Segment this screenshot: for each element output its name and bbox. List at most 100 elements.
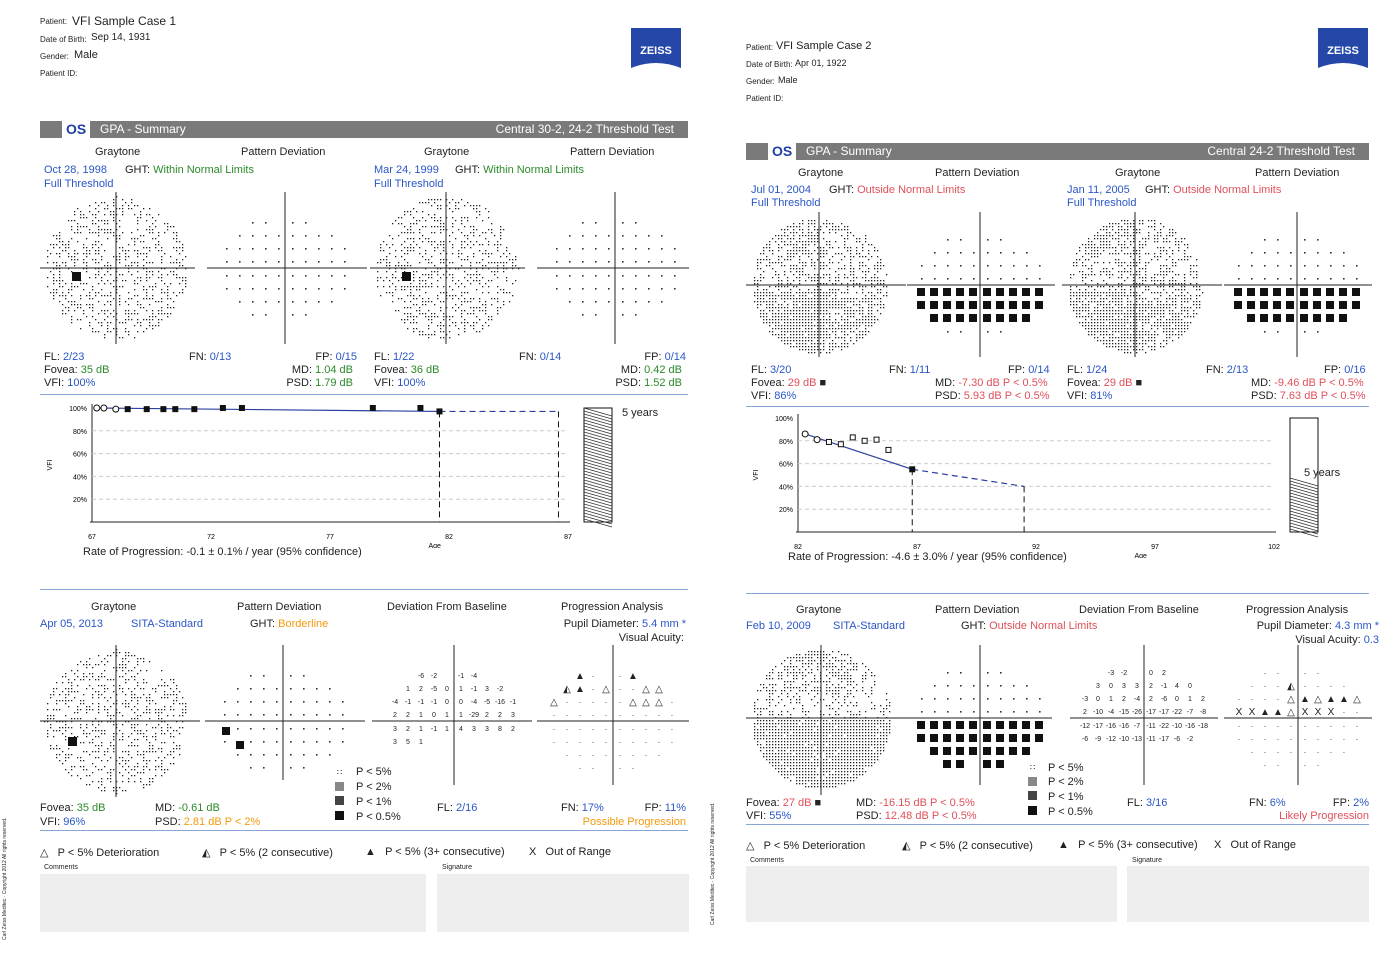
svg-text:·: · — [579, 725, 582, 734]
svg-text:△: △ — [642, 684, 650, 695]
ght: GHT: Borderline — [250, 618, 328, 630]
svg-text:·: · — [619, 764, 622, 773]
divider — [40, 589, 688, 590]
logo-text: ZEISS — [1327, 45, 1359, 57]
svg-text:·: · — [632, 685, 635, 694]
svg-text:·: · — [553, 725, 556, 734]
svg-text:·: · — [566, 725, 569, 734]
comments-box[interactable] — [40, 874, 426, 932]
svg-text:·: · — [566, 698, 569, 707]
signature-box[interactable] — [1127, 866, 1369, 922]
y-axis-label: VFI — [753, 470, 760, 481]
graytone-field — [746, 645, 906, 795]
key-3-consecutive: ▲ P < 5% (3+ consecutive) — [365, 846, 505, 858]
svg-text:2: 2 — [498, 712, 502, 719]
svg-text:·: · — [671, 738, 674, 747]
svg-text:·: · — [553, 738, 556, 747]
key-deterioration: △ P < 5% Deterioration — [40, 846, 159, 859]
svg-text:·: · — [619, 711, 622, 720]
col-progression-analysis: Progression Analysis — [561, 601, 663, 613]
false-positives: FP: 0/14 — [1008, 364, 1050, 376]
dob-value: Sep 14, 1931 — [91, 32, 151, 43]
svg-text:·: · — [592, 738, 595, 747]
y-axis-label: VFI — [47, 460, 54, 471]
fovea: Fovea: 36 dB — [374, 364, 439, 376]
svg-text:2: 2 — [485, 712, 489, 719]
x-tick-label: 82 — [445, 534, 453, 541]
patient-name: VFI Sample Case 1 — [72, 14, 176, 28]
svg-text:-4: -4 — [392, 699, 398, 706]
exam-date: Apr 05, 2013 — [40, 618, 103, 630]
summary-title: GPA - Summary — [806, 144, 892, 158]
data-point — [220, 406, 225, 411]
svg-text:2: 2 — [406, 712, 410, 719]
psd: PSD: 2.81 dB P < 2% — [155, 816, 260, 828]
false-positives: FP: 2% — [1333, 797, 1369, 809]
signature-label: Signature — [442, 864, 472, 871]
svg-text:·: · — [645, 711, 648, 720]
svg-text:·: · — [619, 738, 622, 747]
psd: PSD: 1.52 dB — [615, 377, 682, 389]
fixation-losses: FL: 3/16 — [1127, 797, 1167, 809]
y-tick-label: 60% — [779, 462, 793, 469]
test-name: Central 24-2 Threshold Test — [1207, 144, 1355, 158]
false-negatives: FN: 1/11 — [889, 364, 930, 376]
key-3-consecutive: ▲ P < 5% (3+ consecutive) — [1058, 839, 1198, 851]
graytone-field — [40, 192, 195, 344]
col-graytone-1: Graytone — [798, 167, 843, 179]
svg-text:4: 4 — [459, 726, 463, 733]
svg-text:·: · — [632, 738, 635, 747]
fovea: Fovea: 29 dB ■ — [1067, 377, 1142, 389]
y-tick-label: 40% — [73, 474, 87, 481]
ght: GHT: Within Normal Limits — [125, 164, 254, 176]
svg-text:·: · — [632, 764, 635, 773]
progression-analysis-field: ▲ · · ▲◭ ▲ · △ · · △ △△ · · · · · △ △ △ ·· · · · · · · · · ·· · · · · · · ·… — [537, 645, 689, 785]
svg-text:∷: ∷ — [337, 768, 342, 777]
vfi: VFI: 100% — [374, 377, 425, 389]
patient-name: VFI Sample Case 2 — [776, 40, 871, 52]
fovea: Fovea: 29 dB ■ — [751, 377, 826, 389]
years-label: 5 years — [622, 407, 658, 419]
psd: PSD: 1.79 dB — [286, 377, 353, 389]
svg-text:-1: -1 — [471, 686, 477, 693]
svg-text:-5: -5 — [431, 686, 437, 693]
x-tick-label: 102 — [1268, 544, 1280, 551]
key-2-consecutive: ◭ P < 5% (2 consecutive) — [202, 846, 333, 859]
strategy: Full Threshold — [751, 197, 821, 209]
legend-p2: P < 2% — [356, 781, 392, 793]
y-tick-label: 60% — [73, 452, 87, 459]
rate-of-progression: Rate of Progression: -0.1 ± 0.1% / year … — [83, 546, 362, 558]
comments-box[interactable] — [746, 866, 1117, 922]
data-point — [161, 407, 166, 412]
svg-text:▲: ▲ — [575, 671, 585, 682]
col-deviation-from-baseline: Deviation From Baseline — [1079, 604, 1199, 616]
deviation-from-baseline-field: -6 -2 -1 -41 2 -5 0 1 -1 3 -2-4 -1 -1 -1 0 0 -4 -5 -16 -12 2… — [372, 645, 532, 785]
divider — [746, 824, 1369, 825]
svg-text:·: · — [605, 698, 608, 707]
ght: GHT: Outside Normal Limits — [829, 184, 965, 196]
col-pattern-deviation: Pattern Deviation — [237, 601, 321, 613]
legend-p2: P < 2% — [1048, 776, 1084, 788]
signature-box[interactable] — [437, 874, 689, 932]
key-out-of-range: X Out of Range — [529, 846, 611, 858]
eye-label: OS — [40, 121, 90, 138]
exam-date: Mar 24, 1999 — [374, 164, 439, 176]
x-tick-label: 67 — [88, 534, 96, 541]
dob-label: Date of Birth: — [746, 60, 793, 69]
rate-of-progression: Rate of Progression: -4.6 ± 3.0% / year … — [788, 551, 1067, 563]
svg-text:·: · — [592, 751, 595, 760]
patient-id-label: Patient ID: — [746, 94, 783, 103]
strategy: Full Threshold — [1067, 197, 1137, 209]
gender-label: Gender: — [746, 77, 775, 86]
false-negatives: FN: 17% — [561, 802, 604, 814]
zeiss-logo: ZEISS — [1318, 28, 1368, 85]
svg-text:·: · — [619, 725, 622, 734]
svg-text:1: 1 — [419, 726, 423, 733]
graytone-field — [370, 192, 525, 344]
years-label: 5 years — [1304, 467, 1340, 479]
col-pd-2: Pattern Deviation — [570, 146, 654, 158]
svg-text:·: · — [553, 711, 556, 720]
y-tick-label: 80% — [779, 439, 793, 446]
data-point — [862, 438, 867, 443]
col-deviation-from-baseline: Deviation From Baseline — [387, 601, 507, 613]
